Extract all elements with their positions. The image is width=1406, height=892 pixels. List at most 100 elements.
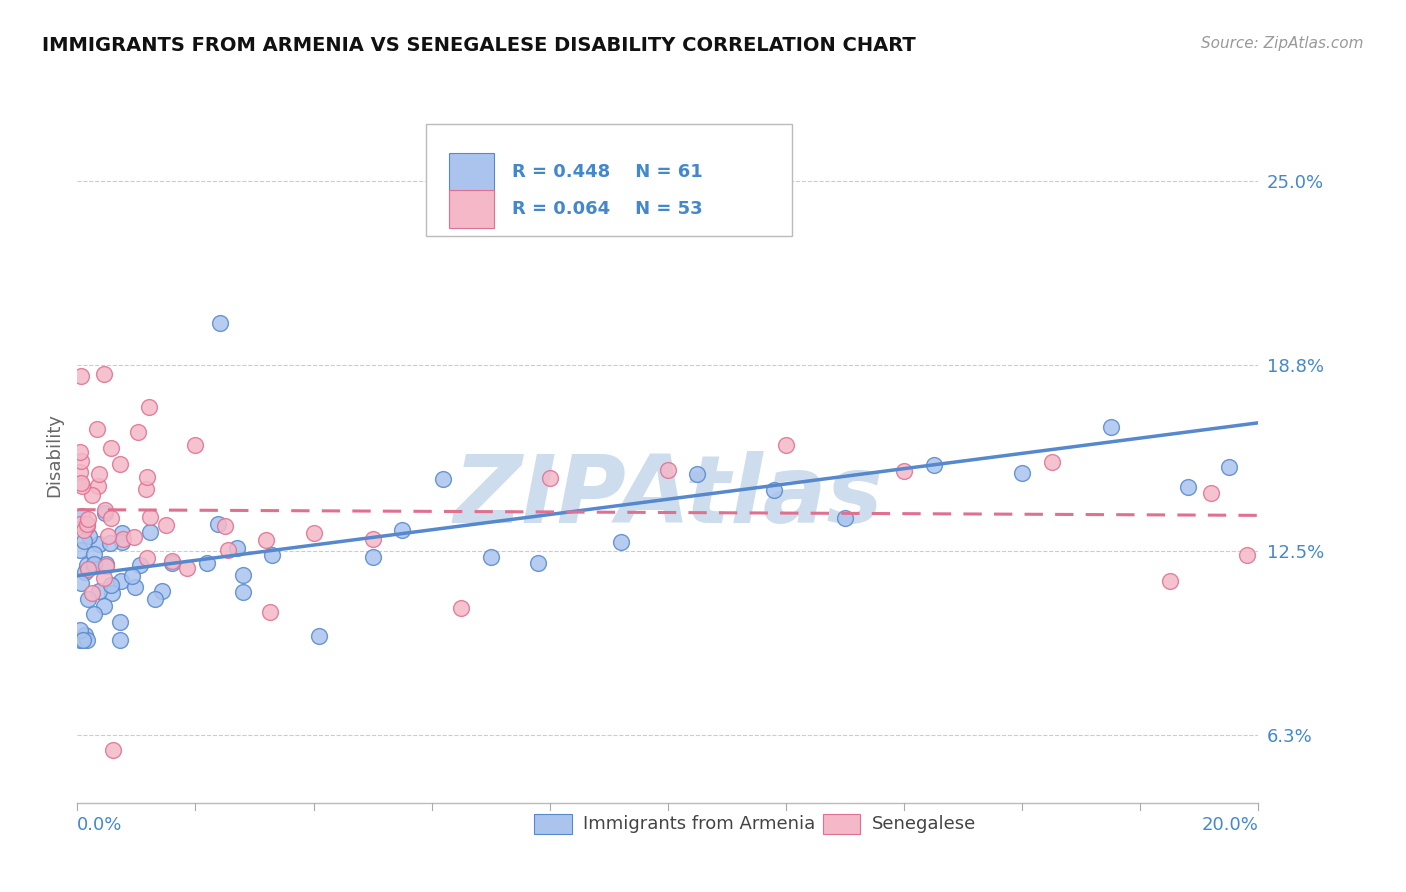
Point <box>527 557 550 571</box>
Point <box>391 523 413 537</box>
Point <box>100 577 122 591</box>
Point <box>76 558 98 573</box>
Point <box>93 599 115 613</box>
Text: IMMIGRANTS FROM ARMENIA VS SENEGALESE DISABILITY CORRELATION CHART: IMMIGRANTS FROM ARMENIA VS SENEGALESE DI… <box>42 36 915 54</box>
Point <box>538 470 561 484</box>
Text: Source: ZipAtlas.com: Source: ZipAtlas.com <box>1201 36 1364 51</box>
Point <box>83 557 105 571</box>
Point <box>124 580 146 594</box>
Point <box>93 367 115 381</box>
Point <box>145 591 167 606</box>
Point <box>69 542 91 557</box>
Point <box>69 476 91 491</box>
Point <box>69 517 91 532</box>
Point <box>87 584 110 599</box>
Y-axis label: Disability: Disability <box>45 413 63 497</box>
Point <box>89 467 111 481</box>
Text: R = 0.064    N = 53: R = 0.064 N = 53 <box>512 201 703 219</box>
Text: 20.0%: 20.0% <box>1202 816 1258 834</box>
Point <box>135 551 157 566</box>
Point <box>121 569 143 583</box>
Point <box>195 556 218 570</box>
Point <box>645 189 668 203</box>
Point <box>70 454 93 468</box>
Point <box>93 571 115 585</box>
Point <box>101 742 124 756</box>
Point <box>479 549 502 564</box>
Bar <box>450 190 495 228</box>
Point <box>361 532 384 546</box>
Point <box>94 503 117 517</box>
Text: Immigrants from Armenia: Immigrants from Armenia <box>583 815 815 833</box>
Point <box>83 558 105 573</box>
Point <box>893 464 915 478</box>
Point <box>225 541 247 556</box>
Point <box>232 568 254 582</box>
Point <box>361 550 384 565</box>
Point <box>83 547 105 561</box>
Point <box>86 422 108 436</box>
Point <box>108 458 131 472</box>
Point <box>76 517 98 532</box>
Point <box>94 558 117 573</box>
Point <box>138 401 160 415</box>
Point <box>308 629 330 643</box>
Point <box>155 518 177 533</box>
Point <box>100 441 122 455</box>
Point <box>77 512 100 526</box>
Point <box>69 465 91 479</box>
Point <box>128 558 150 573</box>
Point <box>70 369 93 384</box>
Point <box>150 583 173 598</box>
Point <box>108 615 131 629</box>
Point <box>1177 480 1199 494</box>
Point <box>80 487 103 501</box>
Point <box>80 586 103 600</box>
Point <box>139 509 162 524</box>
Point <box>110 535 132 549</box>
Point <box>75 516 97 531</box>
Point <box>262 549 284 563</box>
Point <box>1218 460 1240 475</box>
Point <box>72 632 94 647</box>
Point <box>87 479 110 493</box>
Point <box>69 576 91 591</box>
Point <box>217 542 239 557</box>
Point <box>75 565 97 579</box>
Point <box>184 438 207 452</box>
Point <box>214 519 236 533</box>
Point <box>69 444 91 458</box>
Point <box>100 511 122 525</box>
Point <box>609 534 631 549</box>
Text: Senegalese: Senegalese <box>872 815 976 833</box>
Point <box>1040 455 1063 469</box>
Point <box>127 425 149 439</box>
Point <box>254 533 277 547</box>
Point <box>110 574 132 588</box>
Point <box>657 463 679 477</box>
Point <box>1199 485 1222 500</box>
Point <box>162 556 184 570</box>
Point <box>176 561 198 575</box>
Point <box>207 516 229 531</box>
Point <box>110 632 132 647</box>
Point <box>232 585 254 599</box>
Point <box>259 605 281 619</box>
Point <box>1159 574 1181 589</box>
Point <box>69 623 91 637</box>
Point <box>76 632 98 647</box>
Point <box>1011 466 1033 480</box>
Point <box>98 536 121 550</box>
Bar <box>450 153 495 191</box>
Point <box>76 562 98 576</box>
Point <box>73 534 96 549</box>
Text: R = 0.448    N = 61: R = 0.448 N = 61 <box>512 162 703 181</box>
Point <box>122 530 145 544</box>
Point <box>775 438 797 452</box>
Point <box>69 632 91 647</box>
Point <box>136 470 159 484</box>
Point <box>70 509 93 524</box>
Point <box>77 529 100 543</box>
Text: 0.0%: 0.0% <box>77 816 122 834</box>
Point <box>763 483 786 498</box>
